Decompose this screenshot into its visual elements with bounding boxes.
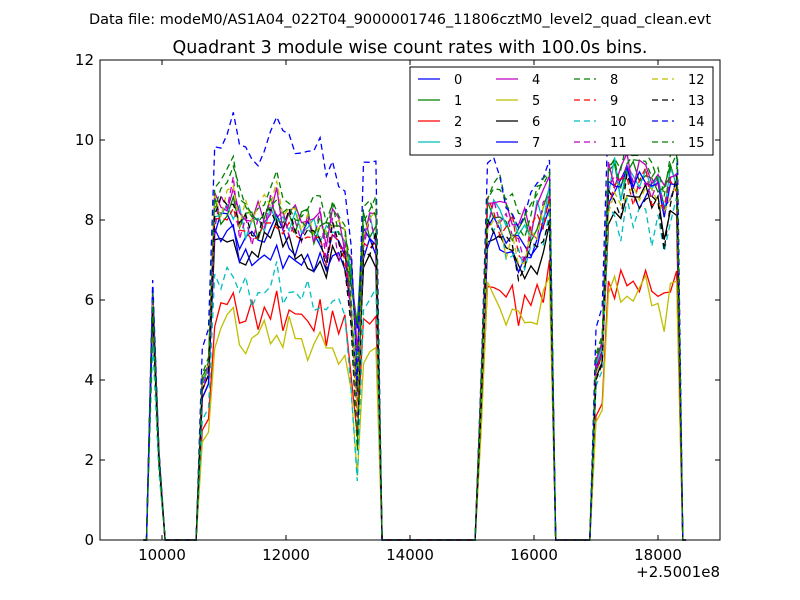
y-tick-label: 4 xyxy=(84,371,94,389)
y-tick-label: 0 xyxy=(84,531,94,549)
legend-label-7: 7 xyxy=(532,136,540,151)
x-tick-label: 18000 xyxy=(634,546,682,564)
x-offset-label: +2.5001e8 xyxy=(636,563,720,581)
legend-label-14: 14 xyxy=(688,115,705,130)
legend-label-5: 5 xyxy=(532,94,540,109)
plot-area xyxy=(143,83,686,541)
legend-label-9: 9 xyxy=(610,94,618,109)
series-line-6 xyxy=(143,182,686,541)
y-tick-label: 2 xyxy=(84,451,94,469)
legend-label-3: 3 xyxy=(454,136,462,151)
series-line-5 xyxy=(143,273,686,541)
y-tick-label: 8 xyxy=(84,211,94,229)
y-tick-label: 12 xyxy=(75,51,94,69)
series-line-9 xyxy=(143,165,686,541)
chart-title: Quadrant 3 module wise count rates with … xyxy=(173,38,648,58)
x-tick-label: 12000 xyxy=(262,546,310,564)
series-line-2 xyxy=(143,259,686,541)
legend-label-12: 12 xyxy=(688,73,705,88)
chart-suptitle: Data file: modeM0/AS1A04_022T04_90000017… xyxy=(89,12,711,28)
x-tick-label: 16000 xyxy=(510,546,558,564)
legend-label-1: 1 xyxy=(454,94,462,109)
series-line-8 xyxy=(143,151,686,541)
y-tick-label: 6 xyxy=(84,291,94,309)
legend-label-13: 13 xyxy=(688,94,705,109)
legend-label-8: 8 xyxy=(610,73,618,88)
x-tick-label: 10000 xyxy=(138,546,186,564)
series-line-10 xyxy=(143,197,686,541)
legend-label-4: 4 xyxy=(532,73,540,88)
series-line-7 xyxy=(143,165,686,541)
legend-label-2: 2 xyxy=(454,115,462,130)
legend-label-10: 10 xyxy=(610,115,627,130)
series-line-15 xyxy=(143,127,686,541)
x-tick-label: 14000 xyxy=(386,546,434,564)
legend-label-15: 15 xyxy=(688,136,705,151)
series-line-11 xyxy=(143,162,686,541)
legend-label-6: 6 xyxy=(532,115,540,130)
legend-label-11: 11 xyxy=(610,136,627,151)
legend-label-0: 0 xyxy=(454,73,462,88)
y-tick-label: 10 xyxy=(75,131,94,149)
series-line-14 xyxy=(143,83,686,541)
series-line-12 xyxy=(143,180,686,541)
legend-frame xyxy=(409,66,714,156)
